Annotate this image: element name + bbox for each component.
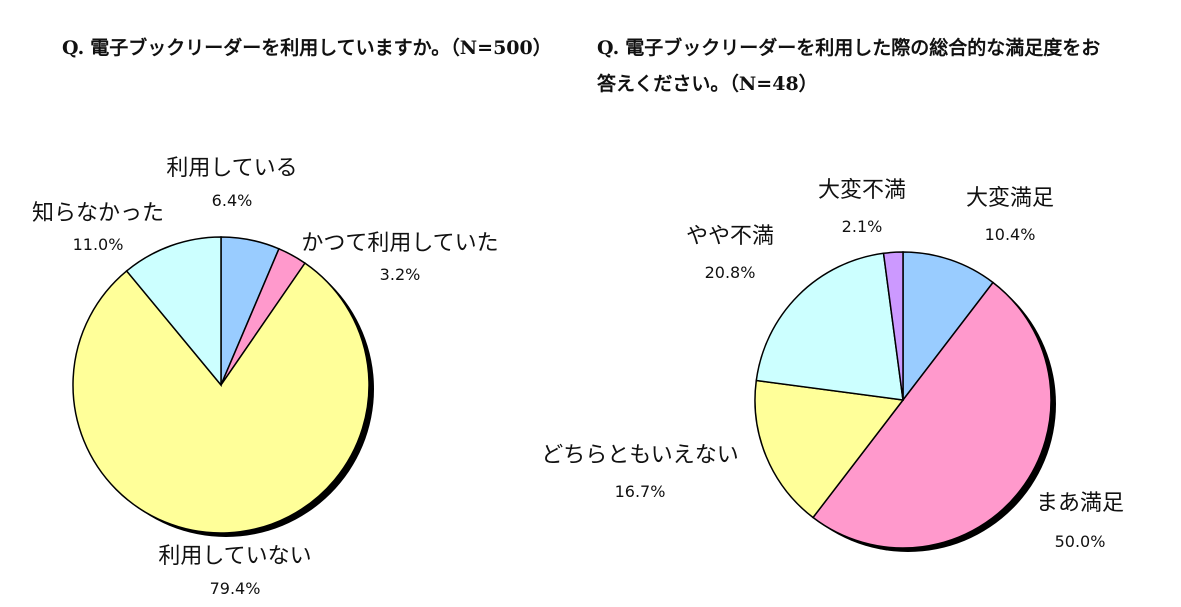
pie-slice <box>754 379 905 519</box>
slice-label: 知らなかった <box>32 201 164 226</box>
question-2: Q. 電子ブックリーダーを利用した際の総合的な満足度をお答えください。（N=48） <box>597 30 1117 102</box>
question-2-prefix: Q. <box>597 37 620 59</box>
slice-label: 大変満足 <box>966 186 1054 211</box>
slice-percent: 20.8% <box>705 263 756 282</box>
slice-label: 大変不満 <box>818 178 906 203</box>
pie-slice <box>125 236 222 388</box>
slice-percent: 2.1% <box>842 217 883 236</box>
pie-chart-1: 利用している 6.4% かつて利用していた 3.2% 利用していない 79.4% 知らなかっ… <box>32 156 499 598</box>
pie-slice <box>882 251 904 401</box>
pie-chart-2: 大変満足 10.4% まあ満足 50.0% どちらともいえない 16.7% やや不満 20.8… <box>541 178 1124 552</box>
slice-label: 利用していない <box>158 544 311 569</box>
slice-label: やや不満 <box>686 224 774 249</box>
slice-label: どちらともいえない <box>541 443 739 468</box>
pie-slice <box>811 281 1052 549</box>
pie-slice <box>902 251 995 403</box>
pie-slice <box>72 262 370 534</box>
slice-percent: 11.0% <box>73 235 124 254</box>
question-1-text: 電子ブックリーダーを利用していますか。（N=500） <box>90 37 552 59</box>
slice-percent: 6.4% <box>212 191 253 210</box>
slice-percent: 79.4% <box>210 579 261 598</box>
slice-label: まあ満足 <box>1036 491 1124 516</box>
question-1: Q. 電子ブックリーダーを利用していますか。（N=500） <box>62 30 582 66</box>
slice-label: 利用している <box>166 156 297 181</box>
slice-percent: 10.4% <box>985 225 1036 244</box>
slice-percent: 50.0% <box>1055 532 1106 551</box>
slice-percent: 16.7% <box>615 482 666 501</box>
slice-label: かつて利用していた <box>301 231 498 256</box>
question-2-text: 電子ブックリーダーを利用した際の総合的な満足度をお答えください。（N=48） <box>597 37 1101 95</box>
pie-slice <box>755 252 904 401</box>
question-1-prefix: Q. <box>62 37 85 59</box>
slice-percent: 3.2% <box>380 265 421 284</box>
